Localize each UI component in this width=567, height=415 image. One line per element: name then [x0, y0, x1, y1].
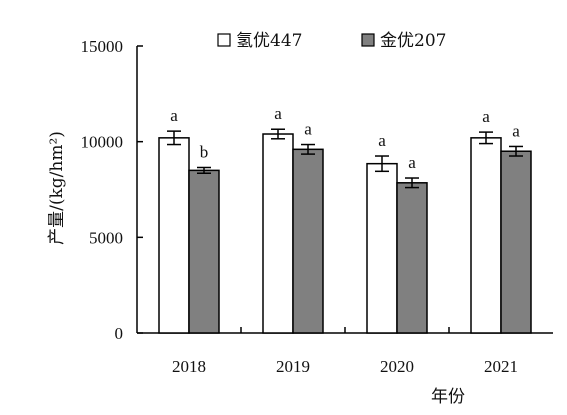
y-tick-label: 5000 — [89, 228, 123, 247]
bar — [500, 150, 532, 334]
bar — [366, 162, 398, 334]
significance-label: a — [408, 153, 416, 172]
x-tick-label: 2020 — [380, 357, 414, 376]
bars: a b a a a a a a — [158, 104, 532, 334]
x-axis-title: 年份 — [431, 387, 465, 407]
legend-swatch — [361, 33, 375, 47]
legend-swatch — [217, 33, 231, 47]
bar — [158, 137, 190, 334]
y-axis-title: 产量/(kg/hm²) — [47, 131, 67, 245]
bar — [262, 133, 294, 334]
x-tick-label: 2021 — [484, 357, 518, 376]
legend-label: 氢优447 — [236, 31, 302, 51]
significance-label: a — [274, 104, 282, 123]
significance-label: a — [170, 106, 178, 125]
x-axis: 2018 2019 2020 2021 — [137, 327, 553, 376]
x-tick-label: 2018 — [172, 357, 206, 376]
y-tick-label: 15000 — [81, 37, 124, 56]
bar — [292, 148, 324, 334]
y-tick-label: 0 — [115, 324, 124, 343]
significance-label: a — [512, 121, 520, 140]
bar — [470, 137, 502, 334]
bar — [396, 182, 428, 334]
significance-label: a — [482, 107, 490, 126]
x-tick-label: 2019 — [276, 357, 310, 376]
bar — [188, 169, 220, 334]
significance-label: a — [378, 131, 386, 150]
significance-label: a — [304, 120, 312, 139]
legend-label: 金优207 — [380, 31, 446, 51]
significance-label: b — [200, 142, 209, 161]
legend: 氢优447 金优207 — [217, 31, 446, 51]
y-tick-label: 10000 — [81, 133, 124, 152]
y-axis: 0 5000 10000 15000 — [81, 37, 143, 343]
